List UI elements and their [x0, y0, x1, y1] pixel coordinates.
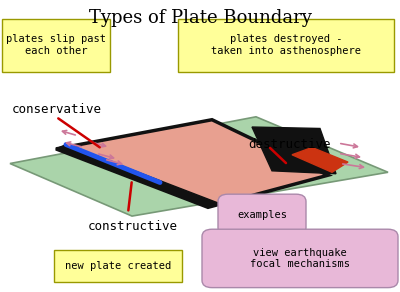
Text: examples: examples	[237, 210, 287, 220]
FancyBboxPatch shape	[2, 19, 110, 72]
Polygon shape	[252, 127, 336, 174]
FancyBboxPatch shape	[218, 194, 306, 235]
Text: new plate created: new plate created	[65, 261, 171, 271]
Text: conservative: conservative	[12, 103, 102, 116]
Text: plates destroyed -
taken into asthenosphere: plates destroyed - taken into asthenosph…	[211, 34, 361, 56]
FancyBboxPatch shape	[54, 250, 182, 282]
Polygon shape	[10, 117, 388, 216]
Text: constructive: constructive	[88, 220, 178, 233]
Text: plates slip past
each other: plates slip past each other	[6, 34, 106, 56]
Polygon shape	[292, 147, 348, 172]
Polygon shape	[56, 145, 218, 207]
Text: view earthquake
focal mechanisms: view earthquake focal mechanisms	[250, 248, 350, 269]
FancyBboxPatch shape	[202, 229, 398, 288]
Polygon shape	[56, 120, 328, 207]
FancyBboxPatch shape	[178, 19, 394, 72]
Text: Types of Plate Boundary: Types of Plate Boundary	[88, 9, 312, 27]
Text: destructive: destructive	[248, 138, 330, 151]
